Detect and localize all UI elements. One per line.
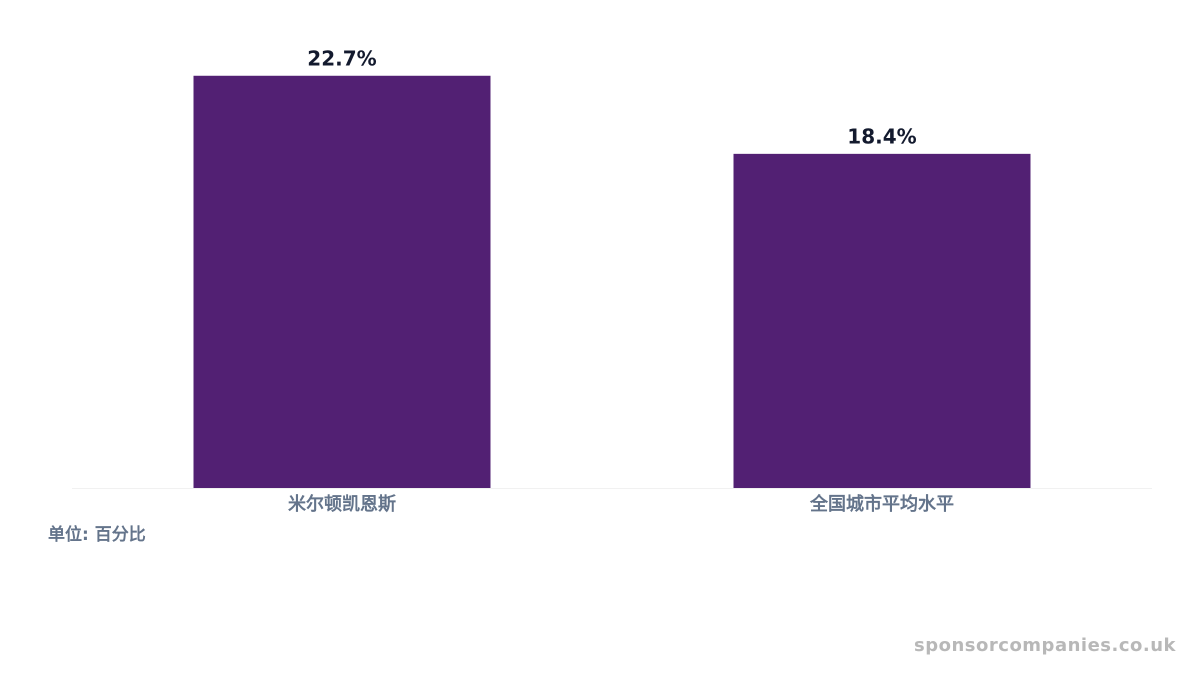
bar [733,153,1031,488]
unit-note: 单位: 百分比 [48,524,146,545]
value-label: 22.7% [307,46,376,70]
x-tick-label: 全国城市平均水平 [809,493,954,515]
bar [193,75,491,488]
x-tick-label: 米尔顿凯恩斯 [288,493,396,515]
watermark: sponsorcompanies.co.uk [914,635,1176,656]
value-label: 18.4% [847,124,916,148]
